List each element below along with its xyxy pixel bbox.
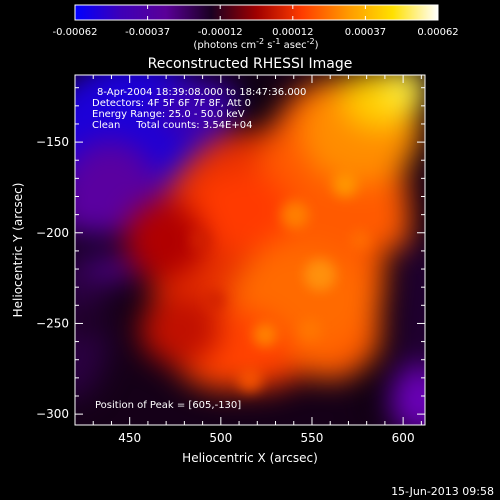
colorbar-tick-label: -0.00037: [125, 27, 170, 38]
colorbar-tick-label: 0.00062: [417, 27, 458, 38]
annotation-block: 8-Apr-2004 18:39:08.000 to 18:47:36.000D…: [92, 87, 306, 131]
y-tick-label: −150: [36, 135, 69, 149]
y-tick-label: −200: [36, 226, 69, 240]
colorbar-tick-label: 0.00012: [272, 27, 313, 38]
x-axis-label: Heliocentric X (arcsec): [182, 451, 318, 465]
x-tick-label: 500: [209, 431, 232, 445]
colorbar-ticks: -0.00062 -0.00037 -0.00012 0.00012 0.00037 0.…: [53, 5, 459, 38]
colorbar-unit-label: (photons cm-2 s-1 asec-2): [193, 37, 318, 51]
chart-title: Reconstructed RHESSI Image: [148, 56, 353, 72]
heatmap-image: [75, 75, 425, 425]
annotation-line: Detectors: 4F 5F 6F 7F 8F, Att 0: [92, 98, 251, 109]
plot-frame: [74, 74, 426, 426]
colorbar-tick-label: -0.00062: [53, 27, 98, 38]
annotation-line: Energy Range: 25.0 - 50.0 keV: [92, 109, 245, 120]
x-tick-label: 450: [118, 431, 141, 445]
y-axis-label: Heliocentric Y (arcsec): [11, 183, 25, 318]
footer-timestamp: 15-Jun-2013 09:58: [391, 485, 494, 498]
colorbar-tick-label: -0.00012: [198, 27, 243, 38]
y-tick-label: −300: [36, 407, 69, 421]
y-tick-label: −250: [36, 316, 69, 330]
x-tick-label: 550: [301, 431, 324, 445]
colorbar-tick-label: 0.00037: [345, 27, 386, 38]
annotation-line: 8-Apr-2004 18:39:08.000 to 18:47:36.000: [97, 87, 306, 98]
x-tick-label: 600: [392, 431, 415, 445]
axis-ticks: 450 500 550 600 −150 −200 −250 −300: [36, 75, 425, 445]
colorbar: [74, 4, 439, 21]
peak-position-label: Position of Peak = [605,-130]: [95, 400, 241, 411]
annotation-line: Clean Total counts: 3.54E+04: [92, 120, 252, 131]
